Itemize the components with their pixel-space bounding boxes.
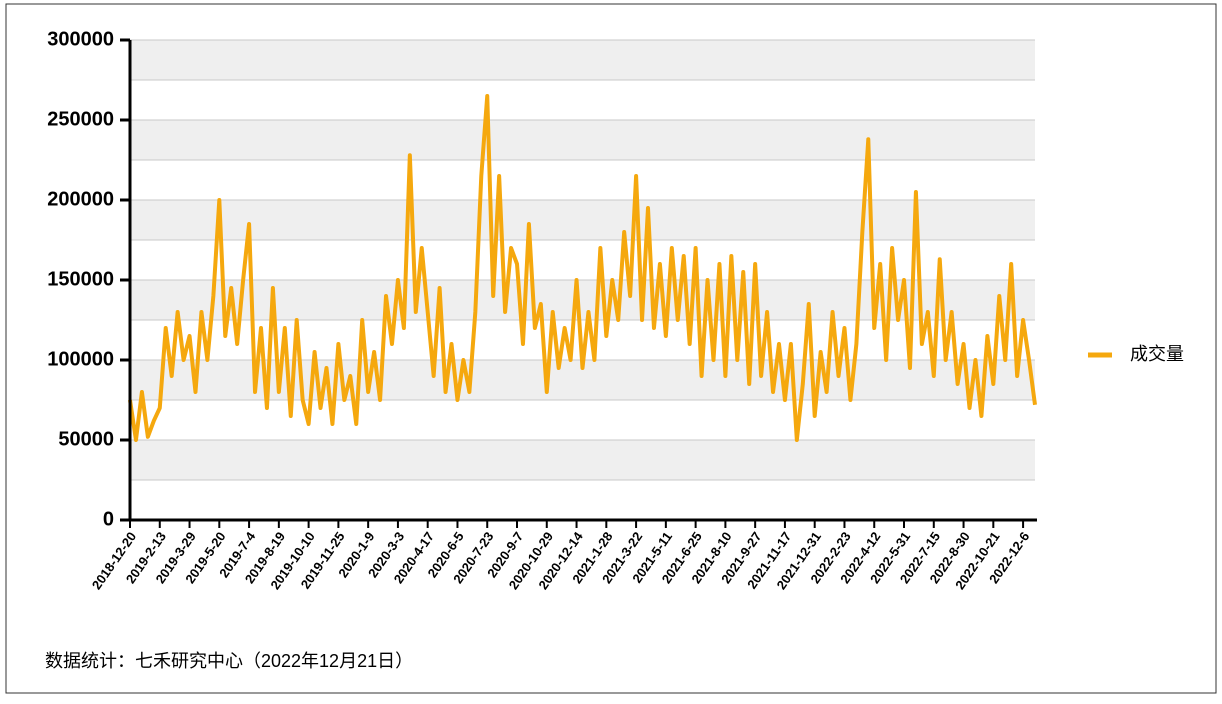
series-line	[128, 94, 1037, 442]
y-tick-label: 200000	[47, 188, 114, 210]
source-note: 数据统计：七禾研究中心（2022年12月21日）	[45, 651, 413, 671]
grid-band	[130, 440, 1035, 480]
grid-band	[130, 40, 1035, 80]
y-tick-label: 50000	[58, 428, 114, 450]
y-tick-label: 300000	[47, 28, 114, 50]
grid-band	[130, 120, 1035, 160]
y-tick-label: 100000	[47, 348, 114, 370]
grid-band	[130, 200, 1035, 240]
y-tick-label: 0	[103, 508, 114, 530]
legend-label: 成交量	[1130, 344, 1184, 364]
y-tick-label: 150000	[47, 268, 114, 290]
y-tick-label: 250000	[47, 108, 114, 130]
